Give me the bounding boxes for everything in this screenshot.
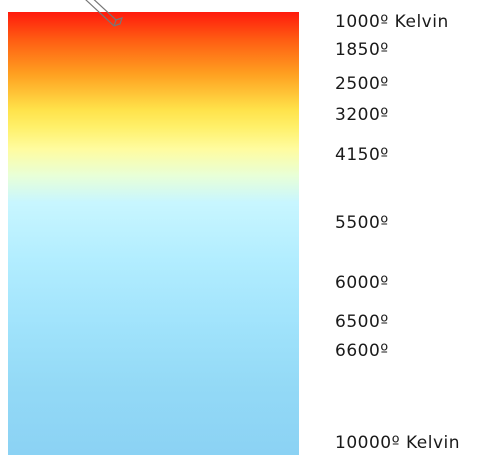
temperature-label-1850: 1850º [335, 40, 389, 60]
temperature-label-6000: 6000º [335, 273, 389, 293]
color-temperature-gradient [8, 12, 299, 455]
pencil-icon [85, 0, 123, 27]
temperature-label-6600: 6600º [335, 341, 389, 361]
temperature-label-3200: 3200º [335, 105, 389, 125]
temperature-label-2500: 2500º [335, 74, 389, 94]
temperature-label-1000: 1000º Kelvin [335, 12, 449, 32]
temperature-label-4150: 4150º [335, 145, 389, 165]
temperature-label-10000: 10000º Kelvin [335, 433, 461, 453]
temperature-label-5500: 5500º [335, 213, 389, 233]
temperature-label-6500: 6500º [335, 312, 389, 332]
